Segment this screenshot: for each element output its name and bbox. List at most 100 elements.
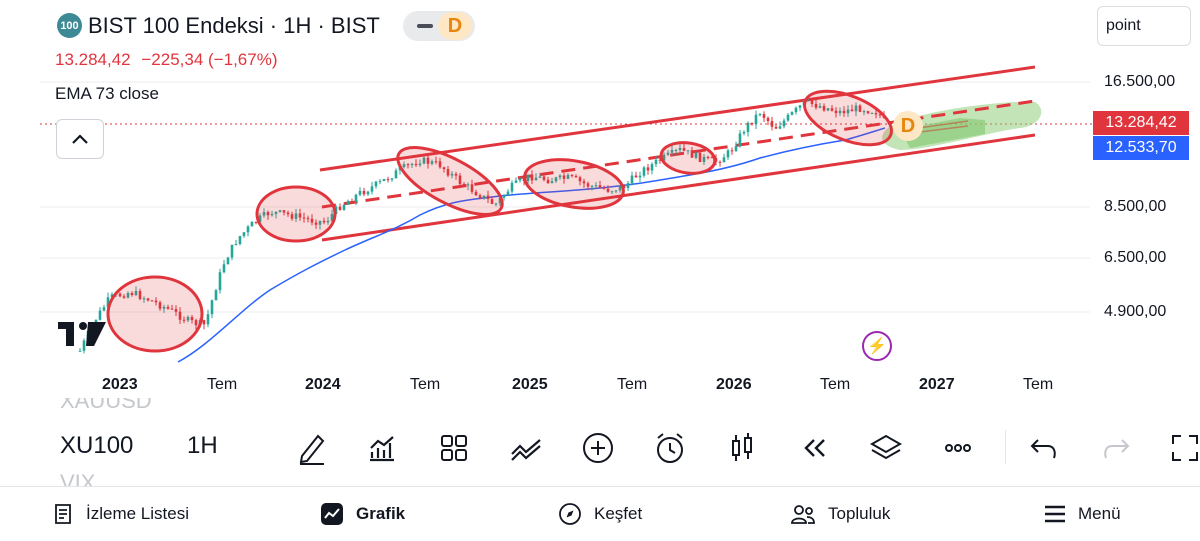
candle-body: [838, 110, 842, 114]
candle-body: [314, 222, 318, 225]
symbol-current[interactable]: XU100: [60, 432, 134, 459]
time-axis-label: Tem: [820, 376, 851, 393]
pen-icon[interactable]: [292, 428, 332, 468]
add-icon[interactable]: [578, 428, 618, 468]
layers-icon[interactable]: [866, 428, 906, 468]
candle-body: [722, 157, 726, 163]
time-axis-label: Tem: [207, 376, 238, 393]
alarm-icon[interactable]: [650, 428, 690, 468]
compass-icon: [559, 503, 581, 525]
candle-body: [546, 179, 550, 184]
more-icon[interactable]: [938, 428, 978, 468]
candle-body: [170, 308, 174, 310]
undo-icon[interactable]: [1024, 428, 1064, 468]
candle-body: [778, 126, 782, 129]
interval-button[interactable]: 1H: [187, 432, 218, 459]
candle-body: [274, 211, 278, 215]
indicator-label[interactable]: EMA 73 close: [55, 84, 159, 103]
replay-icon[interactable]: [794, 428, 834, 468]
nav-explore[interactable]: Keşfet: [558, 487, 642, 541]
candle-body: [534, 177, 538, 181]
price-axis-label: 6.500,00: [1104, 249, 1167, 266]
candle-body: [298, 213, 302, 218]
candle-body: [410, 163, 414, 165]
symbol-logo: 100: [57, 13, 82, 38]
candle-body: [670, 150, 674, 153]
candle-body: [158, 302, 162, 309]
candle-body: [650, 164, 654, 171]
collapse-legend-button[interactable]: [56, 119, 104, 159]
lightning-icon[interactable]: ⚡: [862, 331, 892, 361]
candle-body: [658, 159, 662, 161]
candle-body: [694, 152, 698, 158]
candle-body: [774, 126, 778, 129]
candle-body: [570, 174, 574, 176]
nav-label: Topluluk: [828, 504, 891, 523]
nav-watchlist[interactable]: İzleme Listesi: [52, 487, 189, 541]
candle-body: [462, 183, 466, 186]
candle-body: [426, 157, 430, 164]
candle-body: [190, 316, 194, 321]
candle-body: [134, 291, 138, 295]
nav-label: İzleme Listesi: [86, 504, 189, 523]
candle-body: [454, 173, 458, 176]
candle-body: [850, 109, 854, 112]
candle-body: [674, 149, 678, 151]
candle-body: [478, 195, 482, 199]
candle-body: [858, 105, 862, 112]
candles-icon[interactable]: [722, 428, 762, 468]
candle-body: [210, 300, 214, 315]
symbol-next[interactable]: VIX: [60, 470, 96, 486]
time-axis-label: Tem: [1023, 376, 1054, 393]
candle-body: [706, 156, 710, 158]
indicators-icon[interactable]: [362, 428, 402, 468]
nav-chart[interactable]: Grafik: [320, 487, 405, 541]
candle-body: [178, 311, 182, 320]
chart-icon: [321, 503, 343, 525]
nav-menu[interactable]: Menü: [1044, 487, 1121, 541]
symbol-prev[interactable]: XAUUSD: [60, 398, 152, 412]
candle-body: [434, 161, 438, 163]
candle-body: [874, 113, 878, 115]
redo-icon[interactable]: [1096, 428, 1136, 468]
fullscreen-icon[interactable]: [1165, 428, 1200, 468]
candle-body: [762, 114, 766, 118]
candle-body: [854, 105, 858, 112]
candle-body: [282, 210, 286, 213]
candle-body: [666, 152, 670, 155]
candle-body: [98, 310, 102, 320]
nav-label: Menü: [1078, 504, 1121, 523]
candle-body: [246, 226, 250, 233]
candle-body: [582, 181, 586, 184]
candle-body: [286, 212, 290, 215]
candle-body: [214, 290, 218, 301]
candle-body: [842, 110, 846, 114]
candle-body: [302, 217, 306, 219]
mode-button[interactable]: point: [1097, 6, 1191, 46]
candle-body: [230, 244, 234, 258]
candle-body: [358, 190, 362, 195]
candle-body: [118, 293, 122, 297]
candle-body: [194, 320, 198, 326]
minus-icon: [417, 24, 433, 28]
candle-body: [818, 106, 822, 108]
nav-community[interactable]: Topluluk: [790, 487, 890, 541]
candle-body: [234, 244, 238, 246]
dividend-marker[interactable]: D: [893, 111, 923, 141]
candle-body: [614, 190, 618, 192]
ema-price-tag: 12.533,70: [1093, 136, 1189, 160]
candle-body: [266, 212, 270, 216]
candle-body: [174, 309, 178, 312]
projection-band-inner: [900, 118, 985, 148]
compare-icon[interactable]: [506, 428, 546, 468]
price-axis-label: 4.900,00: [1104, 303, 1167, 320]
chart-title[interactable]: BIST 100 Endeksi · 1H · BIST: [88, 13, 380, 38]
price-chart[interactable]: [0, 0, 1200, 486]
candle-body: [738, 133, 742, 147]
dividend-badge[interactable]: D: [438, 12, 472, 40]
templates-icon[interactable]: [434, 428, 474, 468]
candle-body: [378, 181, 382, 183]
grid: [40, 81, 1090, 313]
candle-body: [830, 108, 834, 111]
candle-body: [586, 183, 590, 187]
